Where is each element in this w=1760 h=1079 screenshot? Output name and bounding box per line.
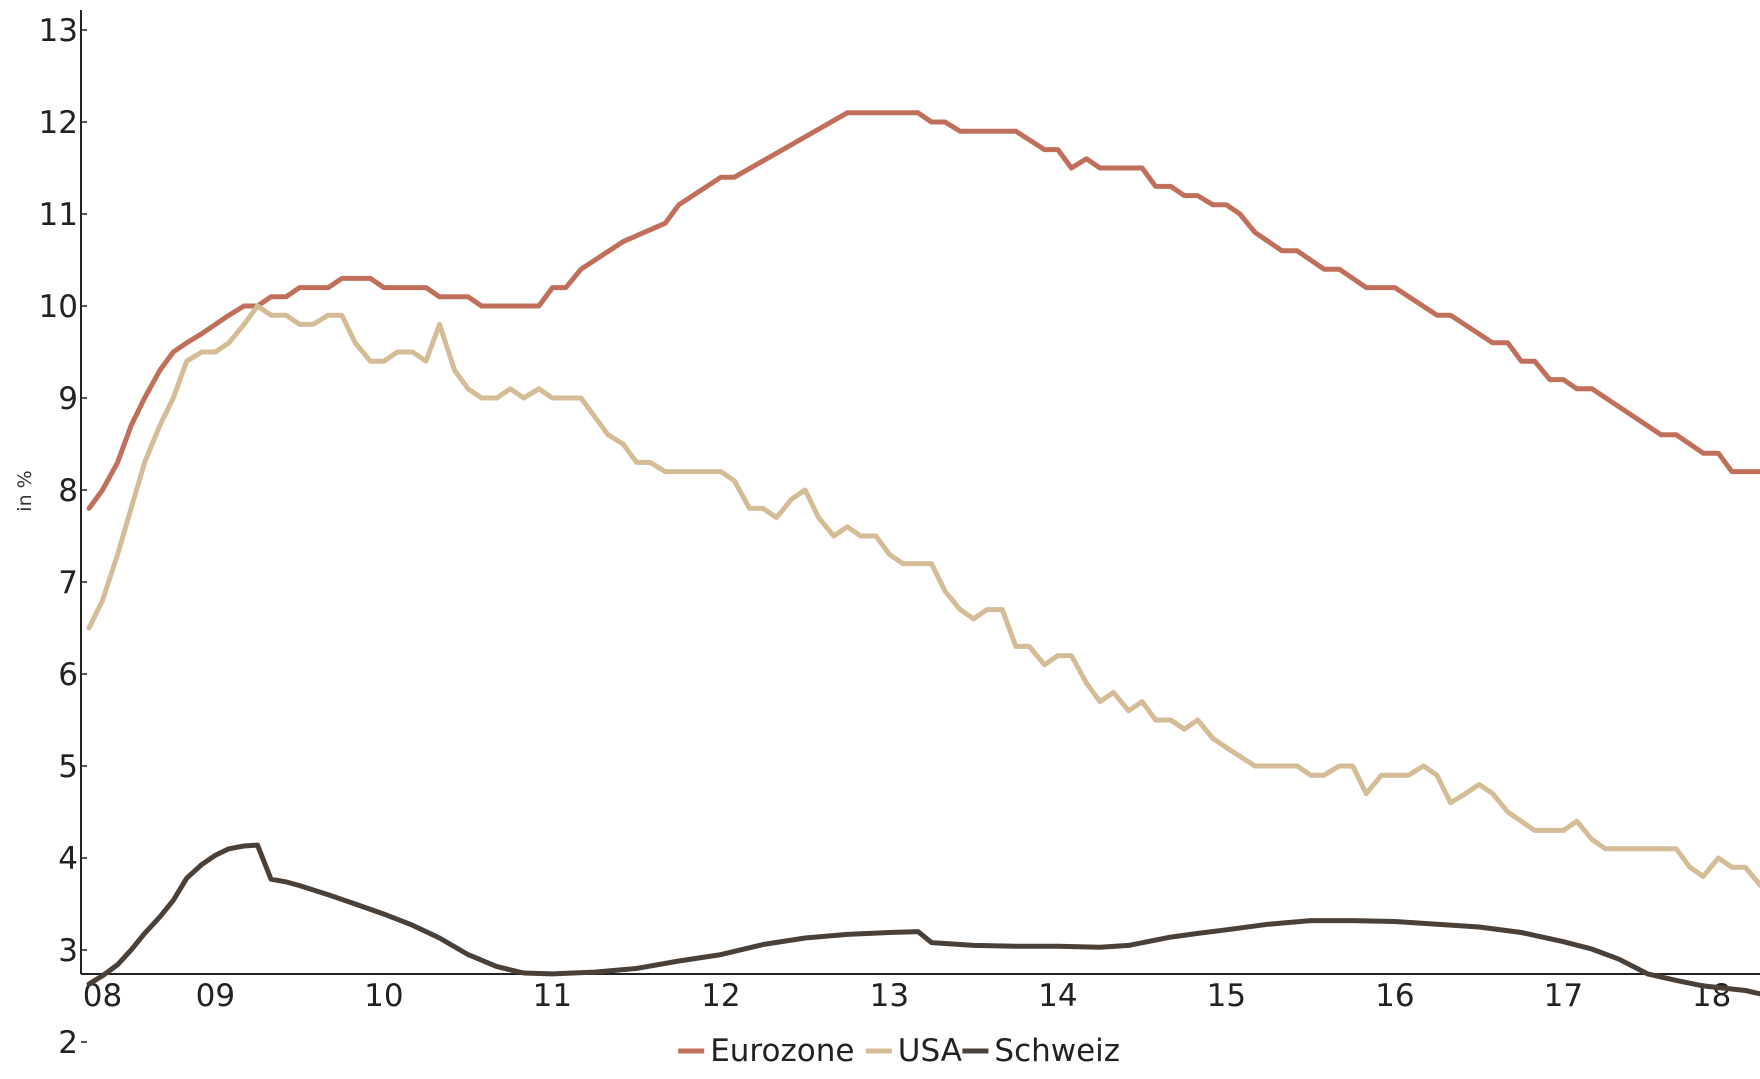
y-tick-label: 8 — [58, 473, 78, 509]
legend-label: USA — [898, 1033, 962, 1069]
y-tick-label: 2 — [58, 1025, 78, 1061]
y-tick-label: 9 — [58, 381, 78, 417]
legend-item-usa: USA — [865, 1033, 962, 1069]
x-tick-label: 17 — [1544, 978, 1583, 1014]
y-axis-ticks: 2 3 4 5 6 7 8 9 10 11 12 13 — [39, 13, 87, 1061]
series-lines — [86, 110, 1760, 997]
y-tick-label: 13 — [39, 13, 78, 49]
series-line-schweiz — [86, 842, 1760, 997]
y-tick-label: 12 — [39, 105, 78, 141]
series-line-eurozone — [86, 110, 1760, 511]
x-tick-label: 15 — [1207, 978, 1246, 1014]
x-tick-label: 11 — [533, 978, 572, 1014]
legend-item-eurozone: Eurozone — [678, 1033, 854, 1069]
legend-item-schweiz: Schweiz — [962, 1033, 1120, 1069]
y-tick-label: 3 — [58, 933, 78, 969]
y-tick-label: 11 — [39, 197, 78, 233]
legend: Eurozone USA Schweiz — [678, 1033, 1120, 1069]
series-line-usa — [86, 303, 1760, 889]
y-tick-label: 4 — [58, 841, 78, 877]
x-tick-label: 14 — [1038, 978, 1077, 1014]
y-axis-title: in % — [14, 470, 36, 511]
legend-label: Schweiz — [994, 1033, 1120, 1069]
x-tick-label: 12 — [701, 978, 740, 1014]
x-axis-ticks: 08 09 10 11 12 13 14 15 16 17 18 — [83, 978, 1732, 1014]
y-tick-label: 5 — [58, 749, 78, 785]
y-tick-label: 10 — [39, 289, 78, 325]
x-tick-label: 13 — [870, 978, 909, 1014]
y-tick-label: 6 — [58, 657, 78, 693]
x-tick-label: 09 — [196, 978, 235, 1014]
legend-label: Eurozone — [710, 1033, 854, 1069]
y-tick-label: 7 — [58, 565, 78, 601]
x-tick-label: 16 — [1375, 978, 1414, 1014]
x-tick-label: 10 — [364, 978, 403, 1014]
